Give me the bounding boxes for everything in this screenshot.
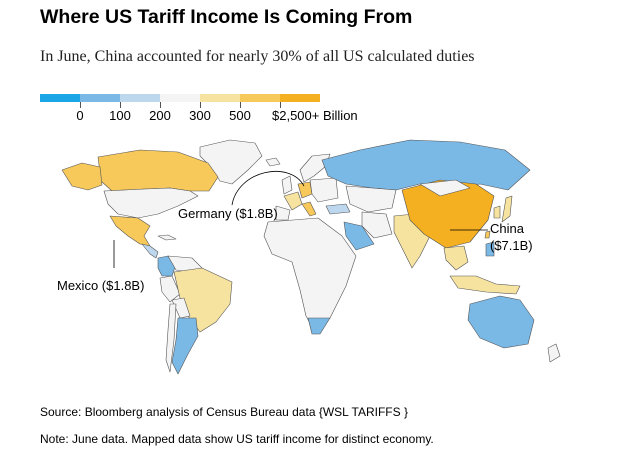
legend-label-2500: $2,500+ Billion bbox=[272, 108, 358, 123]
germany-leader-line bbox=[231, 170, 305, 206]
map-country-iran bbox=[361, 211, 393, 239]
map-country-indonesia bbox=[449, 275, 521, 295]
legend-swatch-7 bbox=[280, 94, 320, 102]
map-country-canada bbox=[97, 149, 219, 192]
map-country-bolivia bbox=[171, 297, 191, 319]
chart-subtitle: In June, China accounted for nearly 30% … bbox=[40, 48, 475, 65]
legend-swatch-1 bbox=[40, 94, 80, 102]
map-country-south-africa bbox=[307, 317, 331, 335]
map-country-central-america bbox=[141, 243, 159, 259]
legend-label-0: 0 bbox=[76, 108, 84, 123]
map-country-alaska bbox=[61, 162, 103, 191]
map-country-mongolia bbox=[419, 179, 471, 197]
legend-swatch-5 bbox=[200, 94, 240, 102]
legend-swatch-2 bbox=[80, 94, 120, 102]
map-country-russia bbox=[321, 139, 531, 191]
map-country-saudi-arabia bbox=[343, 221, 375, 251]
map-country-iceland bbox=[265, 157, 281, 167]
legend-swatch-3 bbox=[120, 94, 160, 102]
legend-ticks bbox=[40, 102, 330, 110]
map-country-cuba bbox=[157, 234, 177, 241]
legend-swatch-6 bbox=[240, 94, 280, 102]
map-country-southeast-asia bbox=[443, 245, 469, 271]
map-country-chile bbox=[165, 303, 177, 373]
map-country-new-zealand bbox=[547, 343, 561, 363]
map-country-africa bbox=[263, 217, 357, 335]
map-country-france bbox=[283, 191, 303, 211]
map-country-uk bbox=[281, 175, 293, 195]
map-country-italy bbox=[301, 201, 317, 217]
annotation-germany: Germany ($1.8B) bbox=[178, 206, 278, 221]
legend-swatch-4 bbox=[160, 94, 200, 102]
map-country-australia bbox=[467, 295, 535, 349]
legend-label-100: 100 bbox=[109, 108, 131, 123]
map-country-japan bbox=[501, 195, 513, 223]
annotation-china-value: ($7.1B) bbox=[490, 238, 533, 253]
legend-label-500: 500 bbox=[229, 108, 251, 123]
map-country-kazakhstan bbox=[345, 185, 397, 213]
map-country-argentina bbox=[171, 317, 199, 375]
legend-label-300: 300 bbox=[189, 108, 211, 123]
source-note: Source: Bloomberg analysis of Census Bur… bbox=[40, 405, 408, 419]
annotation-mexico: Mexico ($1.8B) bbox=[57, 278, 145, 293]
map-country-peru bbox=[159, 275, 181, 303]
map-country-spain bbox=[275, 205, 291, 221]
annotation-china-name: China bbox=[490, 221, 524, 236]
data-note: Note: June data. Mapped data show US tar… bbox=[40, 432, 434, 446]
map-country-usa bbox=[103, 187, 199, 219]
legend-color-bar bbox=[40, 94, 320, 102]
legend-label-200: 200 bbox=[149, 108, 171, 123]
map-country-taiwan bbox=[484, 230, 491, 239]
map-country-turkey bbox=[325, 203, 351, 215]
map-country-mexico bbox=[109, 215, 151, 247]
map-country-korea bbox=[493, 205, 501, 219]
map-country-eastern-europe bbox=[309, 177, 339, 203]
map-country-germany bbox=[297, 181, 313, 199]
map-country-philippines bbox=[485, 241, 495, 257]
chart-title: Where US Tariff Income Is Coming From bbox=[40, 6, 413, 28]
